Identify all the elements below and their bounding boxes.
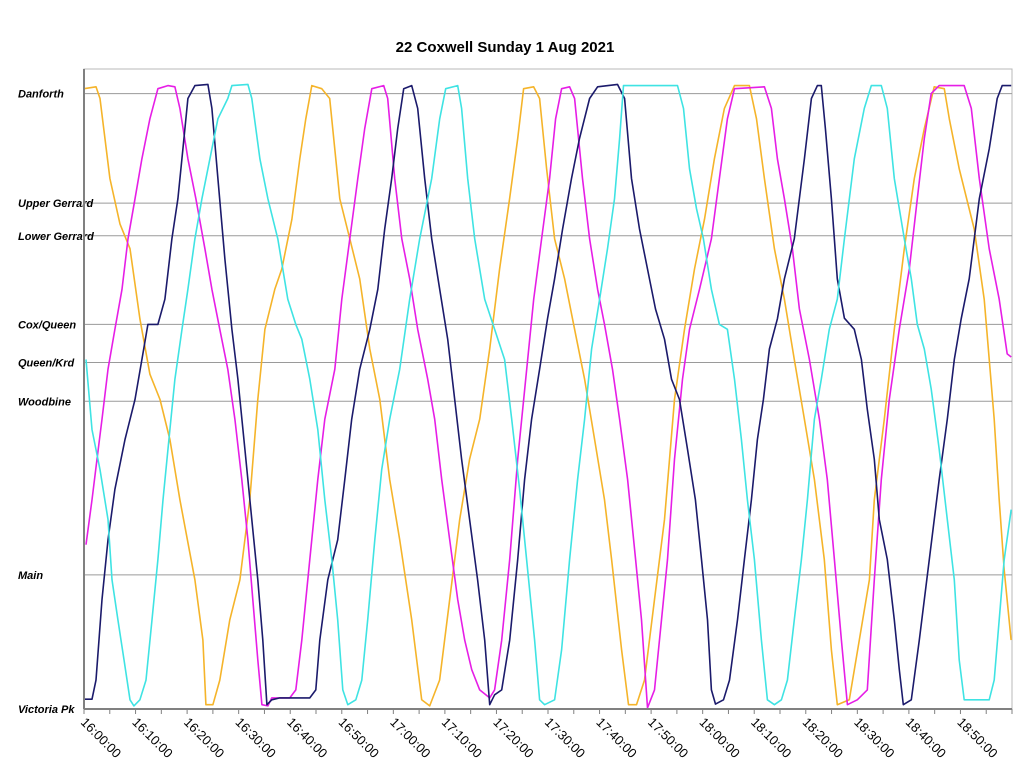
x-tick-label: 16:00:00	[78, 715, 124, 761]
x-tick-label: 18:30:00	[851, 715, 897, 761]
stop-gridlines	[84, 93, 1012, 576]
x-tick-label: 18:40:00	[903, 715, 949, 761]
x-tick-label: 16:30:00	[233, 715, 279, 761]
vehicle-trace-2	[85, 84, 1012, 709]
x-tick-label: 16:50:00	[336, 715, 382, 761]
x-tick-label: 17:00:00	[387, 715, 433, 761]
x-tick-labels: 16:00:00 16:10:00 16:20:00 16:30:00 16:40:00…	[78, 715, 1001, 761]
stop-label: Queen/Krd	[18, 358, 75, 370]
stop-label: Lower Gerrard	[18, 231, 94, 243]
x-tick-label: 18:10:00	[748, 715, 794, 761]
stop-labels: Danforth Upper Gerrard Lower Gerrard Cox/Qu…	[18, 89, 94, 716]
vehicle-trace-1	[83, 84, 1012, 707]
x-tick-label: 17:30:00	[542, 715, 588, 761]
vehicle-traces	[83, 83, 1012, 709]
vehicle-trace-3	[84, 83, 1012, 706]
x-tick-label: 17:10:00	[439, 715, 485, 761]
x-tick-label: 18:50:00	[954, 715, 1000, 761]
x-tick-label: 16:20:00	[181, 715, 227, 761]
x-tick-label: 17:20:00	[490, 715, 536, 761]
x-tick-label: 18:20:00	[800, 715, 846, 761]
x-tick-label: 17:40:00	[593, 715, 639, 761]
vehicle-trace-4	[85, 83, 1012, 707]
x-tick-label: 16:10:00	[129, 715, 175, 761]
stop-label: Danforth	[18, 89, 64, 101]
chart-title: 22 Coxwell Sunday 1 Aug 2021	[396, 39, 615, 56]
stop-label: Main	[18, 570, 43, 582]
x-ticks	[83, 709, 1013, 714]
stop-label: Woodbine	[18, 396, 71, 408]
stop-label: Victoria Pk	[18, 704, 75, 716]
stop-label: Upper Gerrard	[18, 198, 93, 210]
x-tick-label: 17:50:00	[645, 715, 691, 761]
x-tick-label: 16:40:00	[284, 715, 330, 761]
stop-label: Cox/Queen	[18, 319, 76, 331]
x-tick-label: 18:00:00	[697, 715, 743, 761]
